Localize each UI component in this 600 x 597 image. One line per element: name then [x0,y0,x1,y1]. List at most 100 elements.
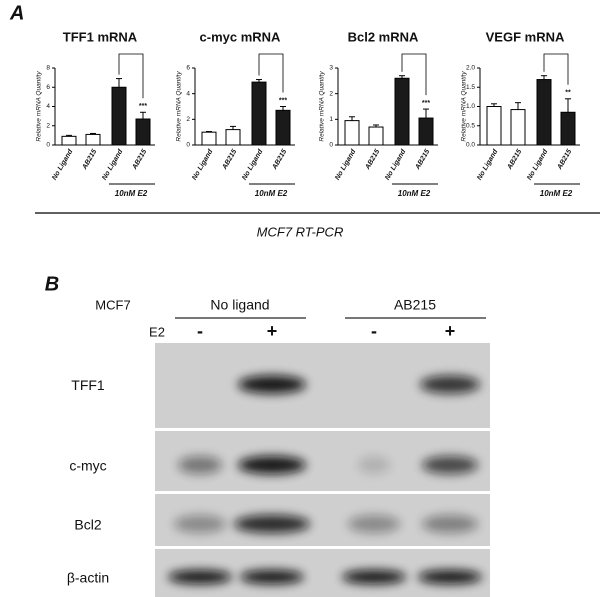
significance: *** [422,100,430,107]
chart-title: TFF1 mRNA [63,29,138,44]
group-label: 10nM E2 [540,189,573,198]
blot-band [238,456,306,474]
bar [135,118,151,146]
western-blot [155,343,490,597]
blot-band [234,515,310,533]
y-tick-label: 0 [186,142,190,149]
y-tick-label: 2 [46,122,50,129]
y-tick-label: 0 [46,142,50,149]
y-tick-label: 0.0 [466,142,475,149]
lane-sign: - [197,321,203,341]
x-tick-label: No Ligand [334,148,358,182]
significance: ** [565,90,571,97]
blot-band [238,375,306,394]
y-axis-label: Relative mRNA Quantity [36,71,43,142]
blot-band [174,515,226,533]
blot-row-label: Bcl2 [74,517,101,533]
blot-band [358,456,390,474]
lane-sign: + [445,321,456,341]
significance: *** [279,97,287,104]
blot-band [418,570,482,584]
y-tick-label: 2.0 [466,65,475,72]
y-tick-label: 6 [186,65,190,72]
chart-title: c-myc mRNA [200,29,282,44]
blot-row-label: β-actin [67,570,109,586]
y-tick-label: 0 [329,142,333,149]
x-tick-label: AB215 [364,148,382,171]
y-axis-label: Relative mRNA Quantity [461,71,468,142]
y-tick-label: 8 [46,65,50,72]
bar [486,106,502,146]
blot-band [178,456,222,474]
y-tick-label: 3 [329,65,333,72]
bar [275,109,291,146]
x-tick-label: AB215 [131,148,149,171]
x-tick-label: AB215 [271,148,289,171]
group-label: AB215 [394,297,436,313]
y-tick-label: 2 [186,116,190,123]
blot-band [348,515,400,533]
bar [85,133,101,146]
x-tick-label: No Ligand [191,148,215,182]
blot-band [422,456,478,474]
cell-line: MCF7 [95,297,130,312]
y-tick-label: 2 [329,90,333,97]
bar [510,109,526,146]
lane-sign: - [371,321,377,341]
panel-label: B [45,273,59,295]
group-label: 10nM E2 [255,189,288,198]
group-label: 10nM E2 [398,189,431,198]
group-label: 10nM E2 [115,189,148,198]
bar [368,126,384,146]
blot-row-label: c-myc [69,458,106,474]
x-tick-label: No Ligand [101,148,125,182]
y-tick-label: 6 [46,84,50,91]
y-tick-label: 1 [329,116,333,123]
bar [225,129,241,146]
x-tick-label: No Ligand [384,148,408,182]
chart-title: Bcl2 mRNA [348,29,419,44]
x-tick-label: AB215 [556,148,574,171]
y-tick-label: 0.5 [466,122,475,129]
x-tick-label: AB215 [81,148,99,171]
y-axis-label: Relative mRNA Quantity [176,71,183,142]
x-tick-label: No Ligand [241,148,265,182]
bar [560,111,576,146]
bar [251,81,267,146]
significance-bracket [118,53,144,99]
lane-sign: + [267,321,278,341]
y-axis-label: Relative mRNA Quantity [319,71,326,142]
bar [201,131,217,146]
treatment-label: E2 [149,324,165,339]
x-tick-label: No Ligand [476,148,500,182]
y-tick-label: 1.5 [466,84,475,91]
bar [111,86,127,146]
bar [344,120,360,146]
bar [394,77,410,146]
x-tick-label: No Ligand [51,148,75,182]
bar [418,117,434,146]
panel-footer: MCF7 RT-PCR [257,224,344,239]
bar [61,135,77,146]
blot-band [342,570,406,584]
significance-bracket [401,53,427,96]
group-label: No ligand [210,297,269,313]
bar [536,79,552,146]
blot-row-label: TFF1 [71,377,105,393]
x-tick-label: No Ligand [526,148,550,182]
blot-band [240,570,304,584]
y-tick-label: 1.0 [466,103,475,110]
blot-band [420,375,480,394]
significance-bracket [258,53,284,93]
chart-title: VEGF mRNA [486,29,565,44]
panel-label: A [9,2,24,24]
x-tick-label: AB215 [221,148,239,171]
blot-band [168,570,232,584]
x-tick-label: AB215 [414,148,432,171]
blot-band [422,515,478,533]
significance-bracket [543,53,569,85]
significance: *** [139,103,147,110]
y-tick-label: 4 [186,90,190,97]
x-tick-label: AB215 [506,148,524,171]
